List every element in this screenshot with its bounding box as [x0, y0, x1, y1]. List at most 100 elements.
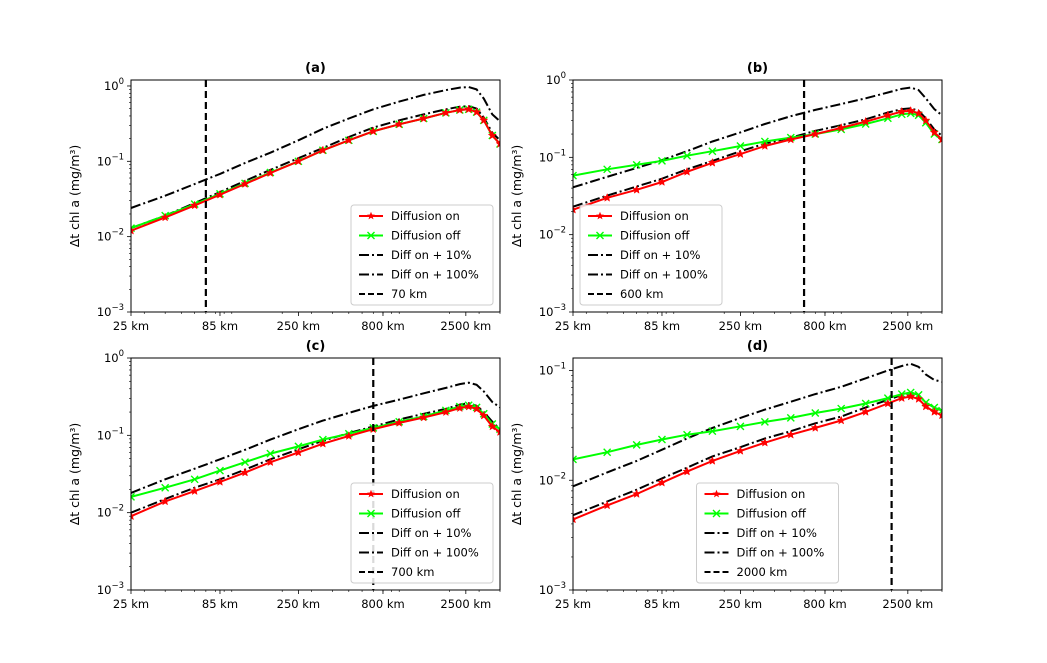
- legend-label: 70 km: [391, 287, 427, 301]
- data-point-x: [215, 466, 224, 475]
- legend-label: Diffusion on: [737, 487, 806, 501]
- data-point-star: [455, 105, 465, 114]
- y-tick-label: 10−1: [97, 152, 124, 168]
- chart-title: (d): [747, 339, 768, 354]
- data-point-x: [760, 417, 769, 426]
- legend-label: Diff on + 100%: [391, 546, 479, 560]
- data-point-star: [190, 200, 200, 210]
- data-point-x: [131, 492, 135, 501]
- data-point-star: [836, 123, 846, 132]
- data-point-star: [240, 179, 250, 188]
- legend-label: Diff on + 10%: [391, 526, 472, 540]
- subplot-b: (b) Δt chl a (mg/m³) 25 km 85 km 250 km 800 k…: [509, 61, 943, 333]
- data-point-star: [131, 225, 136, 235]
- legend-marker-x: [367, 231, 375, 240]
- data-point-star: [293, 447, 304, 457]
- x-tick-label: 250 km: [719, 319, 762, 333]
- legend-label: Diffusion off: [391, 229, 461, 243]
- data-point-x: [573, 455, 577, 464]
- chart-title: (c): [306, 339, 326, 354]
- data-point-star: [265, 168, 276, 177]
- y-tick-label: 100: [104, 77, 124, 93]
- plot-area: [573, 80, 942, 312]
- data-point-star: [215, 189, 225, 199]
- data-point-star: [573, 514, 578, 524]
- data-point-star: [471, 107, 482, 117]
- series-line-diff-on-100-: [131, 85, 500, 209]
- y-tick-label: 10−2: [97, 504, 124, 520]
- data-point-star: [657, 477, 667, 487]
- legend-label: Diffusion off: [620, 229, 690, 243]
- data-point-x: [657, 156, 666, 165]
- legend: Diffusion on Diffusion off Diff on + 10% Di…: [350, 482, 494, 584]
- data-point-star: [735, 445, 746, 455]
- x-tick-label: 2500 km: [882, 319, 933, 333]
- data-point-star: [479, 410, 489, 420]
- legend-marker-star: [367, 211, 375, 220]
- data-point-star: [913, 394, 924, 403]
- series-line-diffusion-off: [573, 112, 942, 177]
- data-point-star: [929, 407, 939, 416]
- data-point-star: [215, 477, 225, 486]
- legend: Diffusion on Diffusion off Diff on + 10% Di…: [579, 204, 723, 306]
- data-point-star: [735, 149, 746, 159]
- data-point-star: [487, 130, 497, 140]
- x-tick-label: 2500 km: [440, 597, 491, 611]
- legend-marker-star: [596, 211, 604, 220]
- data-point-star: [394, 418, 404, 427]
- legend-box: [350, 482, 494, 584]
- data-point-star: [265, 457, 276, 467]
- data-point-star: [240, 467, 250, 477]
- x-tick-label: 85 km: [644, 597, 680, 611]
- legend: Diffusion on Diffusion off Diff on + 10% Di…: [696, 482, 839, 584]
- data-point-x: [811, 409, 820, 417]
- data-point-star: [836, 415, 846, 425]
- y-axis-label: Δt chl a (mg/m³): [509, 145, 524, 248]
- data-point-star: [487, 421, 497, 431]
- data-point-x: [736, 142, 745, 151]
- y-tick-label: 10−2: [97, 228, 124, 244]
- data-point-x: [241, 458, 250, 467]
- legend-marker-x: [367, 509, 375, 518]
- x-tick-label: 800 km: [361, 597, 404, 611]
- data-point-star: [707, 455, 718, 465]
- series-line-diff-on-100-: [573, 86, 942, 189]
- data-point-star: [786, 429, 796, 439]
- y-tick-label: 10−1: [539, 148, 566, 164]
- y-tick-label: 10−1: [539, 362, 566, 378]
- data-point-star: [682, 166, 692, 176]
- data-point-x: [294, 442, 303, 451]
- data-point-star: [602, 192, 612, 202]
- data-point-x: [708, 147, 717, 156]
- axes-frame: [572, 79, 943, 313]
- x-tick-label: 25 km: [113, 319, 149, 333]
- data-point-star: [897, 106, 907, 116]
- x-tick-label: 250 km: [277, 597, 320, 611]
- data-point-x: [161, 483, 170, 492]
- legend-label: Diffusion on: [620, 209, 689, 223]
- data-point-star: [344, 431, 354, 440]
- axes-frame: [572, 357, 943, 591]
- data-point-star: [160, 212, 170, 222]
- chart-title: (a): [305, 61, 326, 76]
- data-point-star: [368, 126, 378, 136]
- legend-box: [696, 482, 839, 584]
- data-point-star: [318, 438, 328, 448]
- data-point-star: [810, 129, 820, 139]
- x-tick-label: 800 km: [361, 319, 404, 333]
- y-tick-label: 10−1: [97, 426, 124, 442]
- data-point-star: [937, 134, 942, 144]
- data-point-star: [495, 139, 500, 148]
- data-point-star: [760, 141, 770, 150]
- data-point-star: [906, 391, 916, 401]
- chart-title: (b): [747, 61, 768, 76]
- plot-area: [131, 80, 500, 312]
- data-point-star: [573, 204, 578, 214]
- legend-marker-star: [367, 489, 375, 498]
- x-tick-label: 800 km: [803, 319, 846, 333]
- legend-marker-x: [596, 231, 604, 240]
- data-point-star: [632, 184, 642, 194]
- x-tick-label: 85 km: [202, 319, 238, 333]
- data-point-star: [786, 134, 796, 144]
